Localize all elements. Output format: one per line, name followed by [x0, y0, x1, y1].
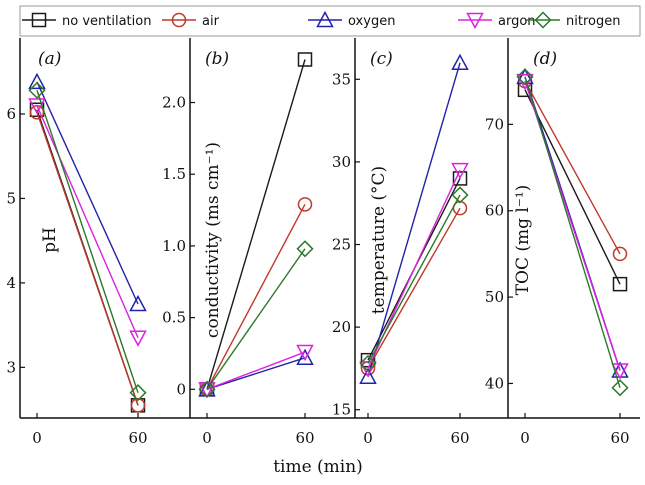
- series-line-oxygen: [367, 62, 461, 377]
- data-point-nitrogen: [28, 81, 46, 99]
- data-point-oxygen: [296, 348, 314, 366]
- series-line-oxygen: [206, 357, 306, 390]
- y-tick-label: 15: [332, 401, 351, 419]
- data-point-argon: [28, 98, 46, 115]
- y-tick-label: 0.5: [162, 309, 186, 327]
- y-tick-label: 30: [332, 153, 351, 171]
- legend-label: nitrogen: [566, 14, 620, 29]
- data-point-oxygen: [129, 294, 147, 312]
- x-tick-label: 60: [295, 429, 314, 447]
- series-line-air: [206, 204, 306, 390]
- y-tick-label: 70: [485, 115, 504, 133]
- legend-item-nitrogen: nitrogen: [526, 11, 620, 29]
- data-point-no-ventilation: [452, 171, 468, 186]
- y-axis-label: pH: [40, 227, 60, 253]
- data-point-argon: [129, 330, 147, 347]
- legend: no ventilation air oxygen argon nitrogen: [19, 5, 641, 37]
- y-axis-label: conductivity (ms cm⁻¹): [203, 142, 223, 338]
- series-line-air: [524, 80, 621, 255]
- panel-c: 15 20 25 30 35 0 60 (c) temperature (°C): [332, 38, 470, 447]
- series-line-nitrogen: [524, 76, 621, 388]
- data-point-argon: [359, 361, 377, 378]
- series-line-nitrogen: [206, 248, 306, 390]
- x-tick-label: 0: [363, 429, 373, 447]
- series-line-no-ventilation: [524, 89, 621, 285]
- legend-label: air: [202, 14, 220, 29]
- x-tick-label: 0: [32, 429, 42, 447]
- series-line-no-ventilation: [206, 59, 306, 390]
- panel-label: (b): [205, 49, 229, 69]
- data-point-nitrogen: [296, 240, 314, 258]
- y-tick-label: 35: [332, 70, 351, 88]
- series-line-nitrogen: [36, 90, 139, 393]
- y-axis-label: temperature (°C): [369, 166, 389, 314]
- data-point-argon: [451, 162, 469, 180]
- x-tick-label: 0: [202, 429, 212, 447]
- data-point-air: [612, 246, 628, 262]
- legend-item-argon: argon: [458, 12, 536, 30]
- data-point-argon: [516, 73, 534, 91]
- y-tick-label: 6: [6, 105, 16, 123]
- legend-label: oxygen: [348, 14, 395, 29]
- y-tick-label: 2.0: [162, 94, 186, 112]
- data-point-nitrogen: [611, 379, 629, 397]
- data-point-oxygen: [451, 53, 469, 71]
- data-point-no-ventilation: [360, 352, 376, 368]
- legend-marker: [466, 12, 484, 30]
- x-tick-label: 60: [450, 429, 469, 447]
- y-tick-label: 50: [485, 288, 504, 306]
- series-line-nitrogen: [367, 194, 461, 364]
- y-tick-label: 4: [6, 274, 16, 292]
- series-line-air: [36, 112, 139, 406]
- y-tick-label: 25: [332, 236, 351, 254]
- y-tick-label: 1.5: [162, 165, 186, 183]
- data-point-nitrogen: [198, 380, 216, 398]
- data-point-no-ventilation: [297, 52, 313, 67]
- y-tick-label: 1.0: [162, 237, 186, 255]
- legend-label: no ventilation: [62, 14, 151, 29]
- legend-marker: [171, 12, 187, 28]
- series-line-oxygen: [36, 81, 139, 305]
- series-line-air: [367, 207, 461, 369]
- legend-item-oxygen: oxygen: [308, 10, 395, 29]
- data-point-nitrogen: [516, 68, 534, 86]
- panel-b: 0 0.5 1.0 1.5 2.0 0 60 (b) conductivity (ms cm⁻¹…: [162, 38, 315, 447]
- legend-marker: [534, 11, 552, 29]
- legend-marker: [316, 10, 334, 28]
- x-tick-label: 0: [520, 429, 530, 447]
- y-tick-label: 0: [176, 380, 186, 398]
- data-point-nitrogen: [129, 384, 147, 402]
- x-axis-label: time (min): [273, 457, 363, 477]
- y-axis-label: TOC (mg l⁻¹): [513, 185, 533, 296]
- data-point-nitrogen: [451, 186, 469, 204]
- data-point-no-ventilation: [612, 276, 628, 292]
- y-tick-label: 20: [332, 318, 351, 336]
- data-point-air: [130, 398, 146, 413]
- panel-label: (a): [38, 49, 61, 69]
- legend-label: argon: [498, 14, 536, 29]
- series-line-argon: [206, 351, 306, 390]
- panel-label: (c): [370, 49, 393, 69]
- data-point-oxygen: [28, 72, 46, 90]
- legend-item-no-ventilation: no ventilation: [22, 12, 151, 29]
- panel-d: 40 50 60 70 0 60 (d) TOC (mg l⁻¹): [485, 38, 630, 447]
- panel-label: (d): [533, 49, 557, 69]
- y-tick-label: 3: [6, 358, 16, 376]
- y-tick-label: 60: [485, 202, 504, 220]
- legend-marker: [31, 12, 47, 28]
- y-tick-label: 40: [485, 374, 504, 392]
- data-point-nitrogen: [359, 354, 377, 373]
- legend-item-air: air: [162, 12, 220, 29]
- x-tick-label: 60: [128, 429, 147, 447]
- x-tick-label: 60: [610, 429, 629, 447]
- series-line-argon: [36, 105, 139, 339]
- data-point-air: [297, 197, 313, 212]
- data-point-argon: [611, 363, 629, 380]
- y-tick-label: 5: [6, 189, 16, 207]
- data-point-oxygen: [359, 367, 377, 384]
- data-point-argon: [296, 344, 314, 362]
